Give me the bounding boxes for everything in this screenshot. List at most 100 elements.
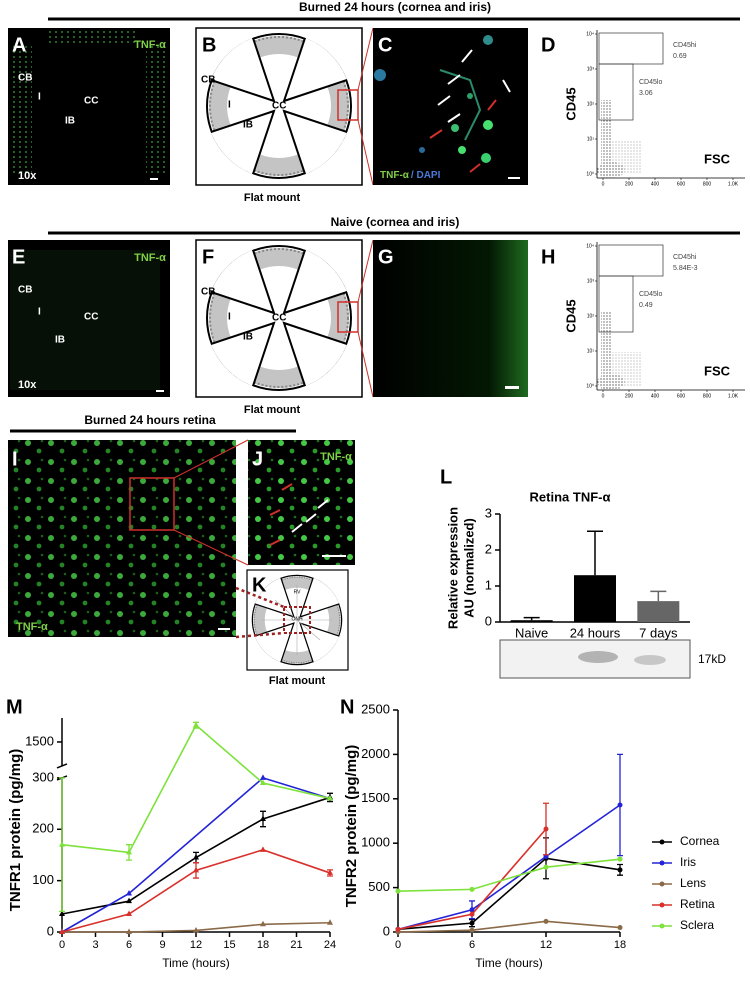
region-label: CC [84,312,98,323]
panel-letter: L [440,466,452,488]
bar [637,601,680,622]
region-label: CB [18,285,32,296]
marker [59,928,65,934]
y-tick-label: 1500 [361,790,390,805]
gate [598,63,634,121]
panel-letter: M [6,696,23,718]
region-label: CB [201,75,215,86]
marker [59,910,65,917]
y-tick-label: 3 [485,505,492,520]
marker [543,826,549,832]
gate-value: 0.49 [639,302,653,309]
y-tick-label: 200 [32,821,54,836]
legend-label: Cornea [680,834,720,848]
marker [659,902,665,908]
scale-bar [505,386,519,389]
gate [598,275,634,333]
marker [327,794,333,801]
marker [543,918,549,924]
marker [327,869,333,875]
x-tick-label: 3 [92,939,98,951]
series-line [61,723,331,854]
zoom-line [357,331,374,398]
legend-label: Retina [680,897,715,911]
micrograph [8,28,170,185]
bar [510,620,553,622]
marker [469,927,475,933]
x-tick-label: 800 [703,393,712,399]
panel-letter: H [541,246,555,268]
tissue [10,250,160,390]
error-bar [587,530,603,576]
region-label: CC [272,313,286,324]
panel-letter: C [378,34,392,56]
marker [260,815,266,822]
arrows [437,49,511,123]
x-tick-label: 6 [126,939,132,951]
region-label: I [228,312,231,323]
caption: Flat mount [269,675,326,687]
marker [659,923,665,929]
marker [395,926,401,932]
zoom-line [173,439,249,479]
y-tick-label: 10¹ [587,136,595,142]
marker [395,888,401,894]
marker [59,841,65,847]
zoom-line [235,631,285,639]
x-tick-label: 9 [159,939,165,951]
y-tick-label: 1 [485,577,492,592]
x-tick-label: Naive [515,625,548,640]
y-tick-label: 2 [485,541,492,556]
marker [193,721,199,728]
scale-bar [508,177,520,179]
scale-bar [218,628,230,630]
panel-letter: B [202,34,216,56]
zoom-line [357,239,374,303]
x-tick-label: 200 [625,393,634,399]
panel-letter: G [378,246,394,268]
micrograph [373,240,528,397]
series-line [61,777,331,933]
marker [126,889,132,896]
blot-band [634,655,666,665]
y-tick-label: 10² [587,101,595,107]
gate-value: 0.69 [673,53,687,60]
panel-letter: E [12,246,25,268]
series-line [397,858,621,892]
scale-bar [156,390,164,392]
y-tick-label: 2000 [361,746,390,761]
marker [469,886,475,892]
x-tick-label: 200 [625,181,634,187]
marker [617,925,623,931]
caption: Flat mount [244,404,301,416]
series-line [397,920,621,933]
y-tick-label: 0 [47,923,54,938]
error-bar [650,590,667,602]
y-tick-label: 100 [32,872,54,887]
axis-title: TNFR1 protein (pg/mg) [7,749,24,911]
legend-label: Iris [680,855,696,869]
marker [260,779,266,786]
cells [248,440,355,565]
region-label: IB [65,116,75,127]
x-tick-label: 0 [602,181,605,187]
blot-label: 17kD [698,652,726,666]
series-line [397,857,621,931]
region-label: RV [294,589,302,595]
marker [126,928,132,934]
y-tick-label: 0 [383,923,390,938]
marker [617,856,623,862]
marker [469,911,475,917]
bar [574,575,616,622]
zoom-box [129,477,175,531]
legend-label: Sclera [680,918,714,932]
panel-letter: A [12,34,26,56]
marker [260,920,266,927]
x-tick-label: 12 [540,939,552,951]
marker [659,860,665,866]
retinal-vessels [262,585,332,655]
axis-title: FSC [704,363,731,378]
x-tick-label: 24 [324,939,336,951]
tissue-edge [146,45,168,175]
header: Naive (cornea and iris) [331,215,460,229]
